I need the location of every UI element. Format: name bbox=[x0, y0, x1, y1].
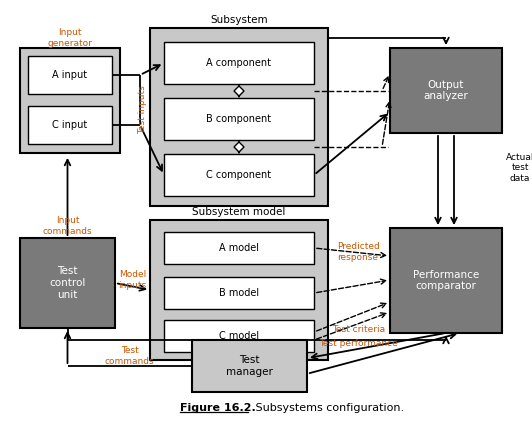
Text: B component: B component bbox=[206, 114, 271, 124]
Bar bbox=[164, 154, 314, 196]
Bar bbox=[164, 320, 314, 352]
Text: Test
control
unit: Test control unit bbox=[49, 266, 86, 300]
Bar bbox=[164, 232, 314, 264]
Text: Subsystem model: Subsystem model bbox=[192, 207, 286, 217]
Text: Actual
test
data: Actual test data bbox=[506, 153, 532, 183]
Text: Figure 16.2.: Figure 16.2. bbox=[180, 403, 256, 413]
Bar bbox=[150, 220, 328, 360]
Bar bbox=[150, 28, 328, 206]
Bar bbox=[390, 48, 502, 133]
Polygon shape bbox=[234, 142, 244, 152]
Text: C component: C component bbox=[206, 170, 271, 180]
Text: Test criteria: Test criteria bbox=[332, 326, 385, 335]
Text: A model: A model bbox=[219, 243, 259, 253]
Bar bbox=[164, 98, 314, 140]
Text: Test performance: Test performance bbox=[319, 340, 398, 349]
Text: Test
commands: Test commands bbox=[105, 346, 155, 365]
Bar bbox=[28, 106, 112, 144]
Bar bbox=[164, 277, 314, 309]
Text: A component: A component bbox=[206, 58, 271, 68]
Bar bbox=[164, 42, 314, 84]
Polygon shape bbox=[234, 86, 244, 96]
Text: Test inputs: Test inputs bbox=[138, 86, 147, 134]
Text: C model: C model bbox=[219, 331, 259, 341]
Text: Input
commands: Input commands bbox=[43, 216, 93, 236]
Text: Test
manager: Test manager bbox=[226, 355, 273, 377]
Text: Performance
comparator: Performance comparator bbox=[413, 270, 479, 291]
Bar bbox=[20, 48, 120, 153]
Text: Subsystems configuration.: Subsystems configuration. bbox=[252, 403, 404, 413]
Bar bbox=[20, 238, 115, 328]
Text: Input
generator: Input generator bbox=[47, 28, 93, 48]
Text: C input: C input bbox=[52, 120, 88, 130]
Text: Model
inputs: Model inputs bbox=[119, 271, 146, 290]
Bar bbox=[28, 56, 112, 94]
Text: A input: A input bbox=[53, 70, 88, 80]
Bar bbox=[192, 340, 307, 392]
Text: Subsystem: Subsystem bbox=[210, 15, 268, 25]
Bar bbox=[390, 228, 502, 333]
Text: Predicted
response: Predicted response bbox=[337, 242, 379, 262]
Text: Output
analyzer: Output analyzer bbox=[423, 80, 468, 101]
Text: B model: B model bbox=[219, 288, 259, 298]
